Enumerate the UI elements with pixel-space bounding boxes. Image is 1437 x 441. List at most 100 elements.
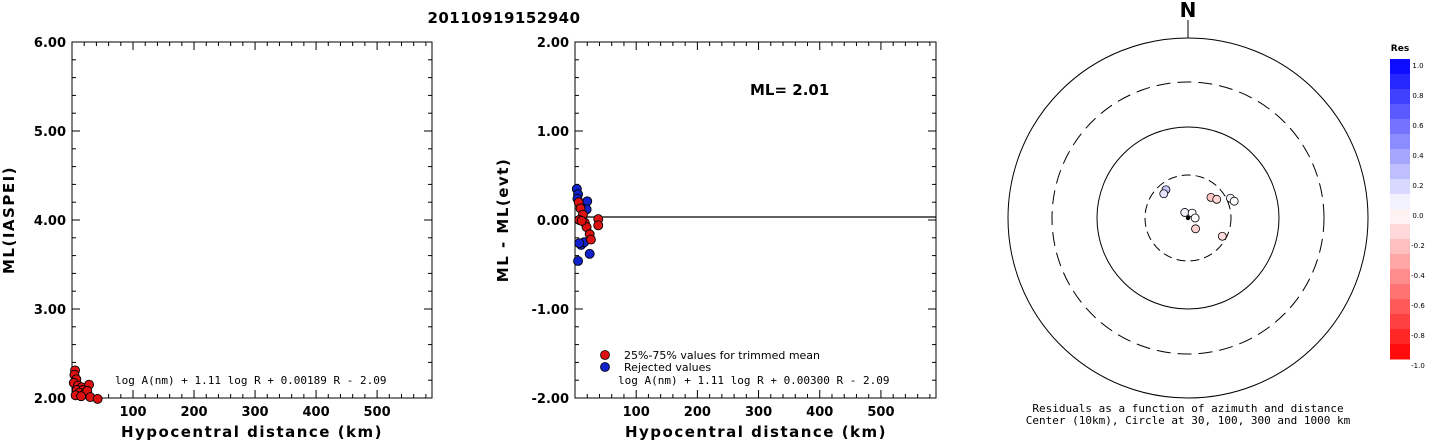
colorbar-swatch bbox=[1390, 314, 1410, 330]
colorbar-swatch bbox=[1390, 149, 1410, 165]
y-tick-labels: -2.00 -1.00 0.00 1.00 2.00 bbox=[532, 36, 569, 407]
station-point bbox=[1159, 189, 1169, 199]
colorbar-tick-label: 0.8 bbox=[1412, 92, 1423, 100]
y-tick-label: -2.00 bbox=[532, 392, 569, 407]
x-axis-label: Hypocentral distance (km) bbox=[121, 423, 383, 441]
azimuth-residual-map: N Residuals as a function of azimuth and… bbox=[1007, 0, 1369, 427]
formula-label: log A(nm) + 1.11 log R + 0.00300 R - 2.0… bbox=[618, 374, 890, 387]
y-tick-label: 5.00 bbox=[34, 125, 66, 140]
colorbar-swatch bbox=[1390, 224, 1410, 240]
data-points bbox=[68, 365, 103, 404]
colorbar-swatches bbox=[1390, 59, 1410, 360]
data-point bbox=[76, 391, 87, 402]
colorbar-tick-label: 1.0 bbox=[1412, 62, 1423, 70]
epicenter-marker bbox=[1185, 215, 1191, 221]
legend-label-rejected: Rejected values bbox=[624, 361, 711, 374]
ring-300km bbox=[1051, 81, 1325, 355]
ring-100km bbox=[1096, 126, 1280, 310]
x-tick-label: 100 bbox=[623, 405, 650, 420]
station-point bbox=[1212, 194, 1222, 204]
colorbar-tick-label: -0.6 bbox=[1411, 302, 1425, 310]
y-tick-label: 1.00 bbox=[537, 125, 569, 140]
colorbar-swatch bbox=[1390, 164, 1410, 180]
colorbar-tick-label: -0.8 bbox=[1411, 332, 1425, 340]
colorbar-swatch bbox=[1390, 59, 1410, 75]
accepted-point bbox=[585, 234, 596, 245]
page-title: 20110919152940 bbox=[427, 9, 580, 27]
x-axis-label: Hypocentral distance (km) bbox=[625, 423, 887, 441]
x-tick-labels: 100 200 300 400 500 bbox=[119, 405, 390, 420]
x-tick-label: 300 bbox=[745, 405, 772, 420]
colorbar-tick-label: 0.2 bbox=[1412, 182, 1423, 190]
station-point bbox=[1217, 231, 1227, 241]
colorbar-swatch bbox=[1390, 239, 1410, 255]
colorbar-swatch bbox=[1390, 194, 1410, 210]
caption-line-2: Center (10km), Circle at 30, 100, 300 an… bbox=[1026, 414, 1351, 427]
x-tick-label: 400 bbox=[806, 405, 833, 420]
colorbar-swatch bbox=[1390, 344, 1410, 360]
legend-label-accepted: 25%-75% values for trimmed mean bbox=[624, 349, 820, 362]
colorbar-swatch bbox=[1390, 329, 1410, 345]
colorbar-swatch bbox=[1390, 89, 1410, 105]
plot-frame bbox=[71, 41, 433, 399]
residual-colorbar: Res 1.0 0.8 0.6 0.4 0.2 0.0 -0.2 -0.4 -0.6 -0.8 -1… bbox=[1390, 44, 1425, 370]
y-axis-label: ML - ML(evt) bbox=[494, 158, 512, 282]
colorbar-swatch bbox=[1390, 269, 1410, 285]
colorbar-swatch bbox=[1390, 74, 1410, 90]
formula-label: log A(nm) + 1.11 log R + 0.00189 R - 2.0… bbox=[115, 374, 387, 387]
y-tick-label: 2.00 bbox=[537, 36, 569, 51]
y-tick-labels: 2.00 3.00 4.00 5.00 6.00 bbox=[34, 36, 66, 407]
colorbar-tick-label: 0.4 bbox=[1412, 152, 1424, 160]
y-tick-label: 3.00 bbox=[34, 303, 66, 318]
x-tick-label: 200 bbox=[684, 405, 711, 420]
colorbar-tick-label: -1.0 bbox=[1411, 362, 1425, 370]
station-point bbox=[1180, 208, 1190, 217]
x-tick-label: 500 bbox=[364, 405, 391, 420]
caption-line-1: Residuals as a function of azimuth and d… bbox=[1032, 402, 1343, 415]
colorbar-tick-label: -0.2 bbox=[1411, 242, 1425, 250]
station-point bbox=[1190, 213, 1200, 223]
accepted-point bbox=[593, 220, 604, 231]
north-label: N bbox=[1180, 0, 1197, 22]
rejected-point bbox=[584, 248, 595, 259]
station-point bbox=[1229, 196, 1239, 206]
x-tick-label: 300 bbox=[241, 405, 268, 420]
x-tick-label: 400 bbox=[302, 405, 329, 420]
tick-marks bbox=[72, 42, 432, 398]
colorbar-swatch bbox=[1390, 284, 1410, 300]
rejected-point bbox=[574, 238, 585, 249]
y-tick-label: -1.00 bbox=[532, 303, 569, 318]
colorbar-tick-label: -0.4 bbox=[1411, 272, 1425, 280]
x-tick-label: 200 bbox=[180, 405, 207, 420]
colorbar-swatch bbox=[1390, 134, 1410, 150]
colorbar-tick-label: 0.0 bbox=[1412, 212, 1423, 220]
x-tick-label: 500 bbox=[867, 405, 894, 420]
colorbar-tick-labels: 1.0 0.8 0.6 0.4 0.2 0.0 -0.2 -0.4 -0.6 -0.8 -1.0 bbox=[1411, 62, 1425, 370]
y-tick-label: 6.00 bbox=[34, 36, 66, 51]
data-point bbox=[92, 393, 103, 404]
x-tick-label: 100 bbox=[119, 405, 146, 420]
y-tick-label: 2.00 bbox=[34, 392, 66, 407]
legend-marker-rejected bbox=[600, 362, 610, 372]
station-points bbox=[1159, 185, 1239, 241]
colorbar-swatch bbox=[1390, 209, 1410, 225]
colorbar-swatch bbox=[1390, 254, 1410, 270]
legend-marker-accepted bbox=[600, 350, 610, 360]
data-points bbox=[571, 183, 604, 266]
residual-vs-distance-chart: -2.00 -1.00 0.00 1.00 2.00 100 200 300 400 500 M… bbox=[494, 36, 937, 441]
colorbar-tick-label: 0.6 bbox=[1412, 122, 1424, 130]
colorbar-swatch bbox=[1390, 104, 1410, 120]
colorbar-title: Res bbox=[1391, 44, 1409, 54]
colorbar-swatch bbox=[1390, 299, 1410, 315]
y-tick-label: 4.00 bbox=[34, 214, 66, 229]
station-point bbox=[1191, 224, 1200, 234]
rejected-point bbox=[573, 255, 584, 266]
ml-vs-distance-chart: 2.00 3.00 4.00 5.00 6.00 100 200 300 400 500 log… bbox=[0, 36, 433, 441]
ring-30km bbox=[1144, 174, 1232, 262]
accepted-point bbox=[576, 215, 587, 226]
colorbar-swatch bbox=[1390, 179, 1410, 195]
ml-value-label: ML= 2.01 bbox=[750, 81, 829, 99]
y-tick-label: 0.00 bbox=[537, 214, 569, 229]
x-tick-labels: 100 200 300 400 500 bbox=[623, 405, 895, 420]
